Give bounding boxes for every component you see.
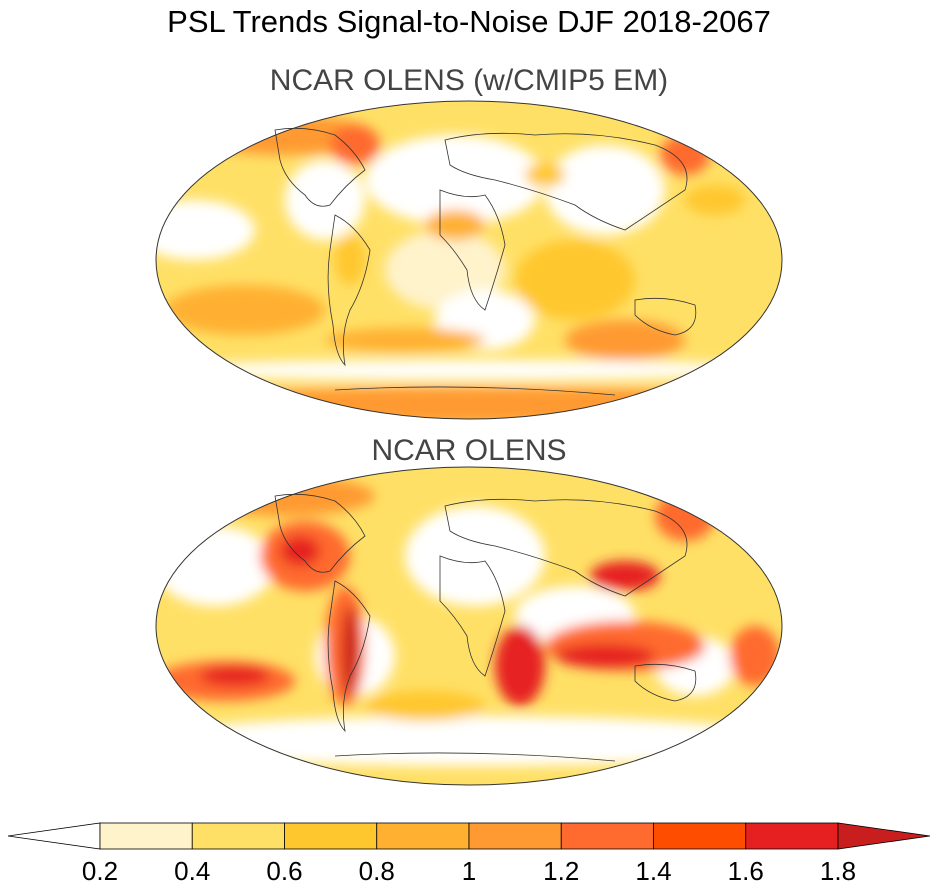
colorbar-box [191, 822, 285, 850]
colorbar-box [376, 822, 470, 850]
coastlines [274, 127, 697, 396]
colorbar-tick-label: 1.6 [728, 856, 764, 886]
colorbar-box [560, 822, 654, 850]
map-panel-top [155, 100, 783, 420]
colorbar-tick-label: 0.6 [266, 856, 302, 886]
colorbar-box [284, 822, 378, 850]
colorbar: 0.2 0.4 0.6 0.8 1 1.2 1.4 1.6 1.8 [0, 810, 938, 889]
colorbar-tick-label: 1.2 [543, 856, 579, 886]
panel-title-bottom: NCAR OLENS [371, 434, 567, 467]
colorbar-box [468, 822, 562, 850]
panel-title-top: NCAR OLENS (w/CMIP5 EM) [269, 64, 669, 97]
map-panel-bottom [155, 466, 783, 787]
colorbar-box [99, 822, 193, 850]
colorbar-tick-label: 1.8 [820, 856, 856, 886]
colorbar-box [745, 822, 839, 850]
colorbar-tick-label: 1.4 [635, 856, 671, 886]
colorbar-tick-label: 1 [462, 856, 476, 886]
colorbar-tick-label: 0.8 [359, 856, 395, 886]
colorbar-min-triangle [7, 822, 101, 850]
colorbar-max-triangle [837, 822, 931, 850]
colorbar-box [653, 822, 747, 850]
coastlines [274, 493, 697, 762]
colorbar-tick-label: 0.2 [82, 856, 118, 886]
figure-title: PSL Trends Signal-to-Noise DJF 2018-2067 [167, 4, 771, 39]
colorbar-tick-label: 0.4 [174, 856, 210, 886]
